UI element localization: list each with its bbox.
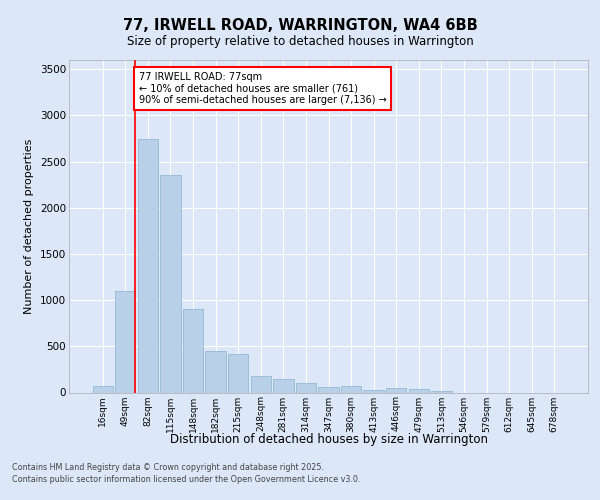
Bar bbox=[386, 388, 406, 392]
Text: Size of property relative to detached houses in Warrington: Size of property relative to detached ho… bbox=[127, 35, 473, 48]
Bar bbox=[228, 354, 248, 393]
Bar bbox=[138, 138, 158, 392]
Bar bbox=[160, 176, 181, 392]
Bar bbox=[341, 386, 361, 392]
Text: Distribution of detached houses by size in Warrington: Distribution of detached houses by size … bbox=[170, 432, 488, 446]
Bar bbox=[205, 351, 226, 393]
Y-axis label: Number of detached properties: Number of detached properties bbox=[25, 138, 34, 314]
Bar bbox=[364, 390, 384, 392]
Bar bbox=[273, 378, 293, 392]
Bar bbox=[319, 387, 338, 392]
Bar bbox=[115, 291, 136, 392]
Text: 77, IRWELL ROAD, WARRINGTON, WA4 6BB: 77, IRWELL ROAD, WARRINGTON, WA4 6BB bbox=[122, 18, 478, 32]
Text: Contains HM Land Registry data © Crown copyright and database right 2025.: Contains HM Land Registry data © Crown c… bbox=[12, 462, 324, 471]
Bar bbox=[431, 390, 452, 392]
Bar bbox=[183, 310, 203, 392]
Text: 77 IRWELL ROAD: 77sqm
← 10% of detached houses are smaller (761)
90% of semi-det: 77 IRWELL ROAD: 77sqm ← 10% of detached … bbox=[139, 72, 386, 105]
Bar bbox=[92, 386, 113, 392]
Bar bbox=[251, 376, 271, 392]
Bar bbox=[296, 384, 316, 392]
Text: Contains public sector information licensed under the Open Government Licence v3: Contains public sector information licen… bbox=[12, 475, 361, 484]
Bar bbox=[409, 390, 429, 392]
